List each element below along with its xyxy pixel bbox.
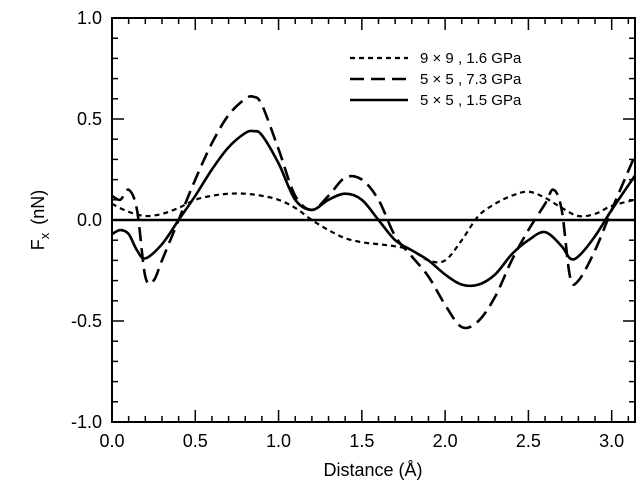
y-axis-label-main: F — [28, 239, 48, 250]
y-axis-label: Fx (nN) — [28, 190, 52, 251]
x-tick-label: 3.0 — [599, 431, 624, 451]
x-tick-label: 1.5 — [349, 431, 374, 451]
legend-label-1: 9 × 9 , 1.6 GPa — [420, 50, 522, 67]
x-tick-label: 0.0 — [99, 431, 124, 451]
x-tick-labels: 0.0 0.5 1.0 1.5 2.0 2.5 3.0 — [99, 431, 624, 451]
series-line-1 — [112, 190, 636, 264]
series-line-3 — [112, 129, 637, 288]
x-axis-label: Distance (Å) — [323, 460, 422, 480]
y-tick-label: -0.5 — [71, 311, 102, 331]
y-tick-label: -1.0 — [71, 412, 102, 432]
x-tick-label: 0.5 — [183, 431, 208, 451]
y-axis-label-unit: (nN) — [28, 190, 48, 225]
legend: 9 × 9 , 1.6 GPa 5 × 5 , 7.3 GPa 5 × 5 , 1.… — [350, 50, 522, 109]
y-tick-labels: -1.0 -0.5 0.0 0.5 1.0 — [71, 8, 102, 432]
series-layer — [112, 94, 637, 330]
x-tick-label: 2.5 — [516, 431, 541, 451]
y-tick-label: 0.0 — [77, 210, 102, 230]
y-tick-label: 1.0 — [77, 8, 102, 28]
x-tick-label: 2.0 — [433, 431, 458, 451]
y-axis-label-sub: x — [37, 232, 52, 239]
y-tick-label: 0.5 — [77, 109, 102, 129]
series-line-2 — [112, 94, 637, 330]
legend-label-2: 5 × 5 , 7.3 GPa — [420, 71, 522, 88]
legend-label-3: 5 × 5 , 1.5 GPa — [420, 92, 522, 109]
x-tick-label: 1.0 — [266, 431, 291, 451]
axis-ticks — [111, 17, 635, 423]
